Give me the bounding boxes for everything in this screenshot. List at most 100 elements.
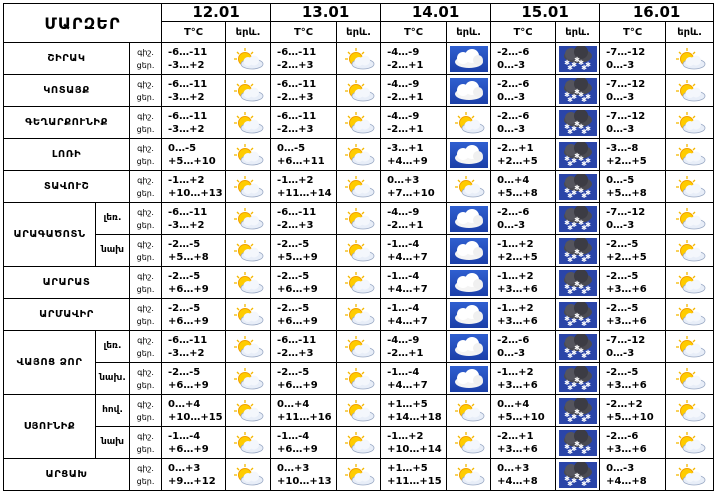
svg-text:✱: ✱ [564,379,570,387]
weather-header: երև. [665,21,715,43]
partly-cloudy-icon [665,170,715,203]
svg-text:✱: ✱ [574,216,580,224]
time-labels: գիշ. ցեր. [128,170,163,203]
svg-text:✱: ✱ [574,312,580,320]
region-name: ՍՅՈՒՆԻՔ [3,394,96,459]
temp-range: 0…-5 +6…+11 [270,138,338,171]
svg-text:✱: ✱ [564,187,570,195]
partly-cloudy-icon [225,202,272,235]
subregion-label: հով. [95,394,130,427]
temp-range: -7…-12 0…-3 [599,106,667,139]
svg-text:✱: ✱ [571,221,577,229]
temp-range: -1…-4 +6…+9 [270,426,338,459]
svg-text:✱: ✱ [567,352,573,360]
temp-range: -1…+2 +10…+13 [161,170,227,203]
partly-cloudy-icon [225,138,272,171]
partly-cloudy-icon [336,42,382,75]
svg-text:✱: ✱ [571,445,577,453]
date-header: 16.01 [599,3,715,22]
svg-text:✱: ✱ [574,408,580,416]
time-labels: գիշ. ցեր. [128,106,163,139]
cloud-icon [446,298,492,331]
partly-cloudy-icon [665,426,715,459]
subregion-label: լեռ. [95,202,130,235]
region-name: ԱՐԱԳԱԾՈՏՆ [3,202,96,267]
snow-cloud-icon: ✱ ✱ ✱ ✱ ✱ ✱ ✱ [555,106,601,139]
weather-header: երև. [446,21,492,43]
region-name: ԳԵՂԱՐՔՈՒՆԻՔ [3,106,130,139]
svg-text:✱: ✱ [571,125,577,133]
snow-cloud-icon: ✱ ✱ ✱ ✱ ✱ ✱ ✱ [555,458,601,491]
temp-range: -1…-4 +4…+7 [380,234,448,267]
svg-text:✱: ✱ [571,253,577,261]
svg-text:✱: ✱ [578,411,584,419]
svg-text:✱: ✱ [567,64,573,72]
svg-text:✱: ✱ [578,91,584,99]
snow-cloud-icon: ✱ ✱ ✱ ✱ ✱ ✱ ✱ [555,362,601,395]
svg-text:✱: ✱ [581,64,587,72]
subregion-label: լեռ. [95,330,130,363]
temp-range: -1…+2 +3…+6 [490,298,557,331]
cloud-icon [446,330,492,363]
svg-text:✱: ✱ [567,160,573,168]
cloud-icon [446,234,492,267]
time-labels: գիշ. ցեր. [128,362,163,395]
weather-header: երև. [555,21,601,43]
temp-range: -2…-6 0…-3 [490,202,557,235]
temp-range: 0…+3 +9…+12 [161,458,227,491]
partly-cloudy-icon [665,74,715,107]
date-header: 13.01 [270,3,382,22]
svg-text:✱: ✱ [585,285,591,293]
temp-range: -6…-11 -3…+2 [161,42,227,75]
snow-cloud-icon: ✱ ✱ ✱ ✱ ✱ ✱ ✱ [555,394,601,427]
snow-cloud-icon: ✱ ✱ ✱ ✱ ✱ ✱ ✱ [555,330,601,363]
svg-text:✱: ✱ [571,157,577,165]
cloud-icon [446,74,492,107]
svg-text:✱: ✱ [581,192,587,200]
svg-text:✱: ✱ [578,379,584,387]
temp-range: -2…-6 0…-3 [490,330,557,363]
temp-range: -2…-5 +5…+9 [270,234,338,267]
snow-cloud-icon: ✱ ✱ ✱ ✱ ✱ ✱ ✱ [555,42,601,75]
svg-text:✱: ✱ [564,347,570,355]
temp-range: 0…+4 +5…+8 [490,170,557,203]
date-header: 15.01 [490,3,601,22]
temp-range: -2…-5 +2…+5 [599,234,667,267]
temp-range: -4…-9 -2…+1 [380,202,448,235]
partly-cloudy-icon [446,394,492,427]
partly-cloudy-icon [336,298,382,331]
temp-range: -4…-9 -2…+1 [380,330,448,363]
svg-text:✱: ✱ [567,320,573,328]
svg-text:✱: ✱ [567,192,573,200]
partly-cloudy-icon [336,330,382,363]
temp-range: -7…-12 0…-3 [599,42,667,75]
svg-text:✱: ✱ [581,480,587,488]
temp-range: -6…-11 -2…+3 [270,106,338,139]
svg-text:✱: ✱ [578,283,584,291]
svg-text:✱: ✱ [574,152,580,160]
svg-text:✱: ✱ [585,349,591,357]
forecast-table: ՄԱՐԶԵՐ 12.01 13.01 14.01 15.01 16.01 T°C երև. T°… [2,3,715,491]
svg-text:✱: ✱ [571,477,577,485]
temp-range: 0…-5 +5…+8 [599,170,667,203]
snow-cloud-icon: ✱ ✱ ✱ ✱ ✱ ✱ ✱ [555,426,601,459]
time-labels: գիշ. ցեր. [128,266,163,299]
svg-text:✱: ✱ [564,155,570,163]
partly-cloudy-icon [665,234,715,267]
partly-cloudy-icon [665,330,715,363]
time-labels: գիշ. ցեր. [128,138,163,171]
partly-cloudy-icon [336,202,382,235]
region-name: ԼՈՌԻ [3,138,130,171]
svg-text:✱: ✱ [578,123,584,131]
temp-header: T°C [270,21,338,43]
temp-range: 0…-3 +4…+8 [599,458,667,491]
partly-cloudy-icon [336,170,382,203]
svg-text:✱: ✱ [581,320,587,328]
svg-text:✱: ✱ [574,184,580,192]
region-name: ՏԱՎՈՒՇ [3,170,130,203]
temp-header: T°C [490,21,557,43]
partly-cloudy-icon [225,106,272,139]
temp-range: 0…+4 +10…+15 [161,394,227,427]
temp-header: T°C [380,21,448,43]
svg-text:✱: ✱ [567,288,573,296]
